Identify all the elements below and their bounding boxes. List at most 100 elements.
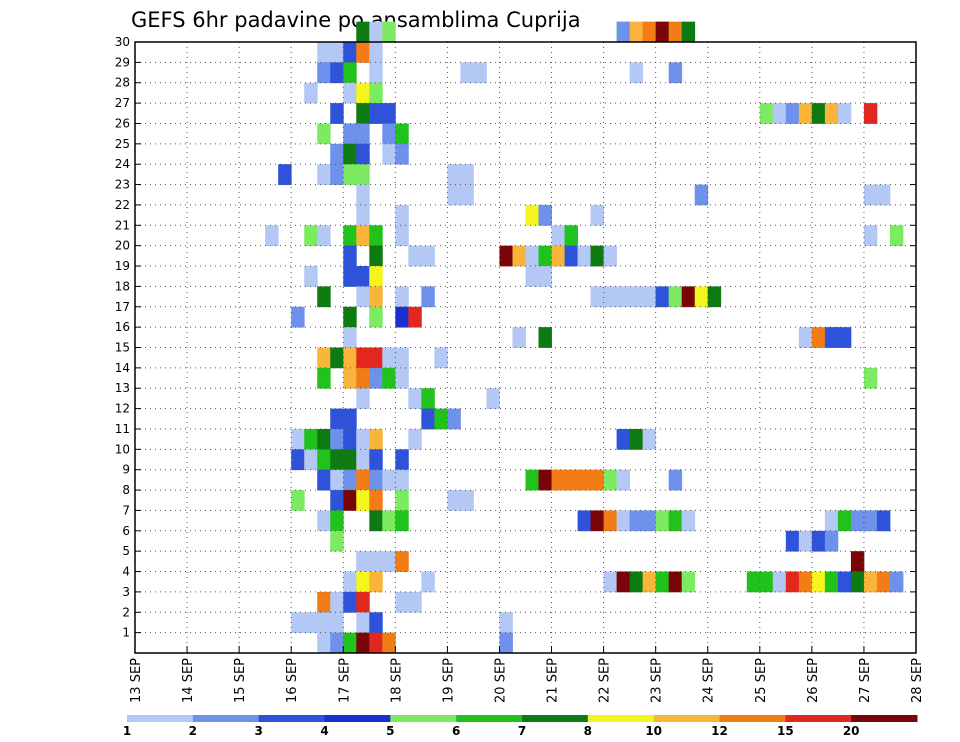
colorbar-swatch [587,715,655,722]
heatmap-cell [824,327,839,348]
x-tick-label: 13 SEP [129,658,144,703]
heatmap-cell [356,286,370,308]
colorbar-swatch [522,715,589,722]
heatmap-cell [525,469,539,491]
heatmap-cell [434,408,448,430]
heatmap-cell [395,591,409,613]
heatmap-cell [356,388,370,409]
heatmap-cell [317,42,331,63]
heatmap-cell [382,469,396,491]
x-tick-label: 25 SEP [754,658,769,703]
heatmap-cell [655,510,670,532]
heatmap-cell [343,306,357,328]
heatmap-cell [707,286,722,308]
heatmap-cell [525,266,539,287]
heatmap-cell [668,469,683,491]
heatmap-cell [590,286,604,308]
colorbar-label: 2 [189,724,197,738]
heatmap-cell [798,530,813,552]
heatmap-cell [369,21,383,43]
y-tick-label: 21 [115,218,130,232]
heatmap-cell [369,245,383,267]
heatmap-cell [785,530,800,552]
heatmap-cell [330,612,344,634]
heatmap-cell [863,367,878,389]
heatmap-cell [603,469,618,491]
y-tick-label: 9 [122,463,130,477]
heatmap-cell [343,347,357,369]
heatmap-cell [460,62,474,84]
heatmap-cell [655,571,670,593]
heatmap-cell [343,245,357,267]
chart-title: GEFS 6hr padavine po ansamblima Cuprija [131,8,581,32]
heatmap-cell [343,82,357,104]
heatmap-cell [356,42,370,63]
heatmap-cell [668,286,683,308]
x-tick-label: 26 SEP [806,658,821,703]
heatmap-cell [772,103,787,124]
heatmap-cell [577,510,591,532]
heatmap-cell [356,103,370,124]
heatmap-cell [330,530,344,552]
heatmap-cell [590,469,604,491]
heatmap-cell [629,571,644,593]
heatmap-cell [356,551,370,572]
heatmap-cell [525,204,539,226]
y-tick-label: 30 [115,35,130,49]
heatmap-cell [655,286,670,308]
heatmap-cell [850,571,865,593]
heatmap-cell [369,286,383,308]
heatmap-cell [889,225,904,247]
heatmap-cell [824,103,839,124]
y-tick-label: 12 [115,402,130,416]
heatmap-cell [460,164,474,185]
heatmap-cell [460,184,474,206]
heatmap-cell [408,428,422,450]
heatmap-cell [343,123,357,145]
heatmap-cell [356,204,370,226]
heatmap-cell [304,82,318,104]
heatmap-cell [668,62,683,84]
heatmap-cell [681,21,696,43]
colorbar-label: 8 [584,724,592,738]
y-tick-label: 2 [122,605,130,619]
y-tick-label: 17 [115,300,130,314]
x-axis-ticks: 13 SEP 14 SEP 15 SEP 16 SEP 17 SEP 18 SEP 19 S… [129,646,925,703]
heatmap-cell [317,469,331,491]
heatmap-cell [681,286,696,308]
heatmap-cell [343,571,357,593]
heatmap-cell [382,367,396,389]
heatmap-cell [863,571,878,593]
heatmap-cell [837,103,852,124]
heatmap-cell [369,62,383,84]
x-tick-label: 27 SEP [858,658,873,703]
heatmap-cell [395,367,409,389]
heatmap-cell [668,21,683,43]
heatmap-cell [317,286,331,308]
heatmap-cell [278,164,292,185]
heatmap-cell [395,469,409,491]
heatmap-cell [382,21,396,43]
y-tick-label: 19 [115,259,130,273]
colorbar-label: 3 [254,724,262,738]
heatmap-cell [603,245,618,267]
heatmap-cell [525,245,539,267]
heatmap-cell [616,571,631,593]
heatmap-cell [291,306,305,328]
heatmap-cell [642,428,657,450]
heatmap-cell [343,469,357,491]
heatmap-cell [317,225,331,247]
heatmap-cell [590,245,604,267]
heatmap-cell [642,510,657,532]
heatmap-cell [629,21,644,43]
colorbar-swatch [127,715,194,722]
heatmap-cell [629,428,644,450]
heatmap-cell [668,510,683,532]
heatmap-cell [369,632,383,654]
heatmap-cell [317,510,331,532]
x-tick-label: 15 SEP [233,658,248,703]
heatmap-cell [486,388,500,409]
heatmap-cell [668,571,683,593]
heatmap-cell [655,21,670,43]
heatmap-cell [330,591,344,613]
